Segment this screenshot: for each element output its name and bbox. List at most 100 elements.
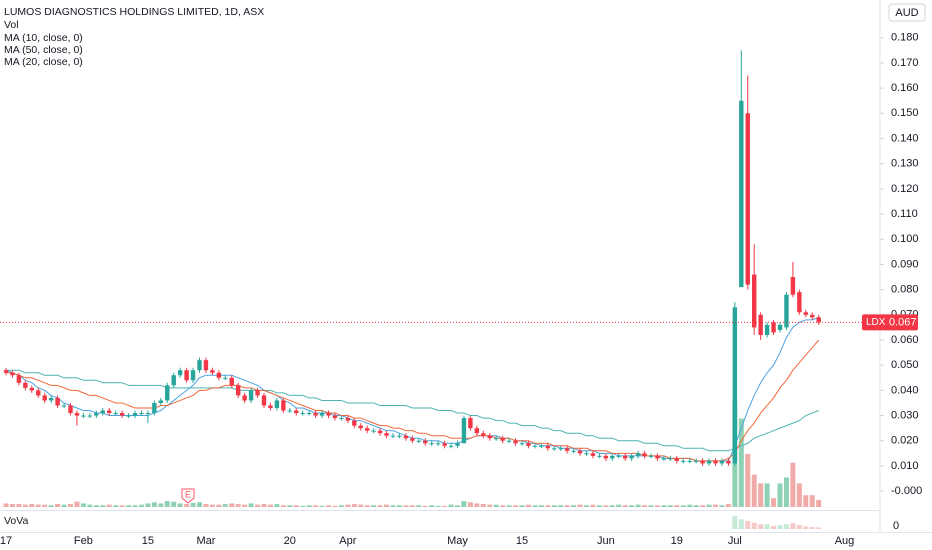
- candle-body: [803, 312, 808, 315]
- volume-bar: [371, 505, 377, 507]
- candle-body: [693, 460, 699, 462]
- volume-bar: [467, 502, 473, 507]
- vova-bar: [803, 526, 809, 529]
- volume-bar: [803, 495, 809, 507]
- candle-body: [384, 433, 389, 436]
- candle-body: [48, 397, 54, 401]
- candle-body: [61, 405, 67, 407]
- candle-body: [423, 440, 428, 444]
- candle-body: [319, 413, 325, 416]
- indicator-label: MA (50, close, 0): [4, 44, 83, 56]
- volume-bar: [222, 504, 228, 507]
- earnings-label[interactable]: E: [185, 489, 191, 499]
- candle-body: [726, 460, 731, 464]
- volume-bar: [351, 504, 357, 507]
- volume-bar: [364, 505, 370, 507]
- vova-bar: [783, 524, 789, 529]
- y-tick-label: 0.030: [891, 409, 919, 421]
- x-tick-label: 15: [142, 535, 154, 547]
- candle-body: [745, 113, 750, 285]
- volume-bar: [61, 504, 67, 507]
- currency-button[interactable]: [888, 3, 926, 22]
- candle-body: [190, 370, 196, 381]
- volume-bar: [306, 505, 312, 507]
- candle-body: [236, 385, 241, 396]
- candle-body: [777, 324, 783, 330]
- vova-bar: [809, 527, 815, 529]
- volume-bar: [609, 505, 615, 507]
- candle-body: [23, 382, 28, 388]
- candle-body: [139, 413, 144, 415]
- candle-body: [590, 453, 596, 456]
- ma-line: [6, 369, 819, 452]
- volume-bar: [571, 505, 577, 507]
- volume-bar: [706, 504, 712, 507]
- volume-bar: [126, 505, 132, 507]
- volume-bar: [390, 505, 396, 507]
- volume-bar: [313, 505, 319, 507]
- volume-bar: [745, 453, 751, 507]
- volume-bar: [506, 505, 512, 507]
- candle-body: [100, 410, 105, 414]
- volume-bar: [493, 504, 499, 507]
- candle-body: [184, 370, 189, 381]
- y-tick-label: 0.100: [891, 233, 919, 245]
- candle-body: [55, 397, 60, 406]
- candle-body: [113, 413, 118, 415]
- x-tick-label: 15: [516, 535, 528, 547]
- volume-bar: [764, 483, 770, 507]
- candle-body: [197, 360, 202, 371]
- x-tick-label: 17: [0, 535, 12, 547]
- volume-bar: [603, 505, 609, 507]
- candle-body: [790, 277, 796, 295]
- volume-bar: [209, 504, 215, 507]
- candle-body: [629, 455, 634, 459]
- candle-body: [132, 413, 138, 416]
- volume-bar: [358, 504, 364, 507]
- candle-body: [390, 435, 396, 437]
- y-tick-label: 0.050: [891, 359, 919, 371]
- vova-tick-label: 0: [893, 520, 899, 532]
- volume-bar: [267, 504, 273, 507]
- volume-bar: [345, 504, 351, 507]
- candle-body: [165, 385, 170, 401]
- x-tick-label: 20: [284, 535, 296, 547]
- volume-bar: [22, 504, 28, 507]
- volume-bar: [648, 505, 654, 507]
- volume-bar: [100, 505, 106, 507]
- volume-bar: [461, 501, 467, 507]
- candle-body: [648, 455, 654, 457]
- volume-bar: [422, 505, 428, 507]
- volume-bar: [622, 505, 628, 507]
- volume-bar: [177, 503, 183, 507]
- candle-body: [377, 430, 383, 434]
- indicator-label: Vol: [4, 19, 19, 31]
- volume-bar: [687, 504, 693, 507]
- volume-bar: [409, 505, 415, 507]
- candle-body: [661, 458, 667, 460]
- vova-bar: [796, 525, 802, 529]
- currency-label[interactable]: AUD: [895, 7, 918, 19]
- volume-bar: [513, 505, 519, 507]
- volume-bar: [29, 504, 35, 507]
- volume-bar: [158, 503, 164, 507]
- candle-body: [616, 455, 621, 457]
- candle-body: [145, 413, 151, 415]
- candle-body: [248, 390, 254, 401]
- candle-body: [687, 460, 692, 462]
- volume-bar: [487, 504, 493, 507]
- candle-body: [242, 395, 247, 401]
- earnings-marker[interactable]: [181, 488, 195, 504]
- candle-body: [442, 443, 447, 446]
- candle-body: [94, 413, 99, 416]
- candle-body: [706, 460, 712, 464]
- candle-body: [429, 443, 434, 445]
- volume-bar: [93, 505, 99, 507]
- volume-bar: [151, 502, 157, 507]
- y-tick-label: 0.120: [891, 183, 919, 195]
- volume-bar: [629, 505, 635, 507]
- volume-bar: [680, 505, 686, 507]
- candle-body: [764, 324, 770, 335]
- vova-bar: [771, 525, 777, 529]
